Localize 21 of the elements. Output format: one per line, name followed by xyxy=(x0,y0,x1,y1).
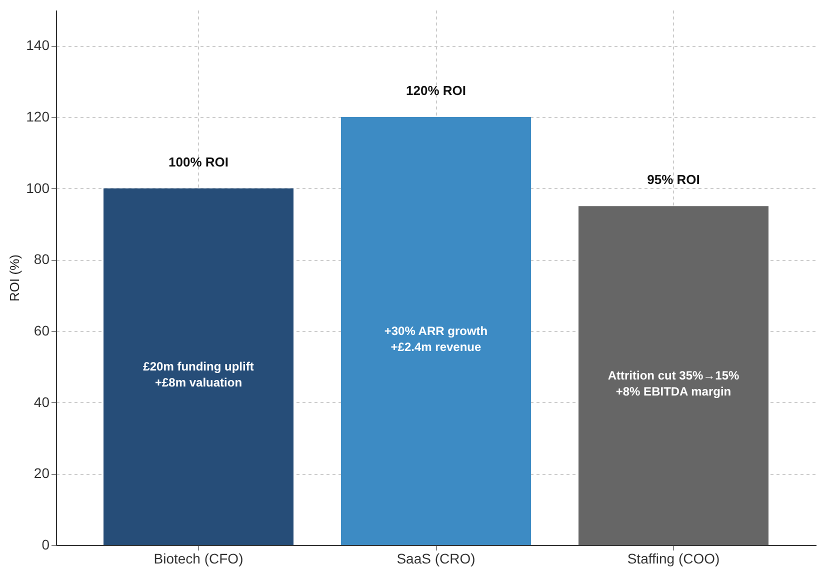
bar xyxy=(341,117,531,545)
y-tick-label: 120 xyxy=(26,108,50,124)
data-label: 100% ROI xyxy=(168,154,228,170)
y-tick-label: 100 xyxy=(26,180,50,196)
y-tick-label: 80 xyxy=(34,251,50,268)
annotation: Attrition cut 35%→15% +8% EBITDA margin xyxy=(608,368,740,399)
y-tick-label: 20 xyxy=(34,465,50,482)
y-axis-title: ROI (%) xyxy=(7,254,22,302)
y-tick-label: 60 xyxy=(34,322,50,338)
x-tick-label: Biotech (CFO) xyxy=(154,550,244,566)
data-label: 120% ROI xyxy=(406,83,466,98)
y-tick-label: 0 xyxy=(42,536,50,552)
x-tick-label: SaaS (CRO) xyxy=(396,550,476,566)
bar xyxy=(578,206,768,545)
bar xyxy=(104,188,294,545)
x-tick-label: Staffing (COO) xyxy=(627,550,720,566)
y-tick-label: 40 xyxy=(34,394,50,410)
data-label: 95% ROI xyxy=(647,172,700,188)
annotation: £20m funding uplift +£8m valuation xyxy=(143,360,254,390)
y-tick-label: 140 xyxy=(26,37,50,54)
annotation: +30% ARR growth +£2.4m revenue xyxy=(384,324,488,354)
